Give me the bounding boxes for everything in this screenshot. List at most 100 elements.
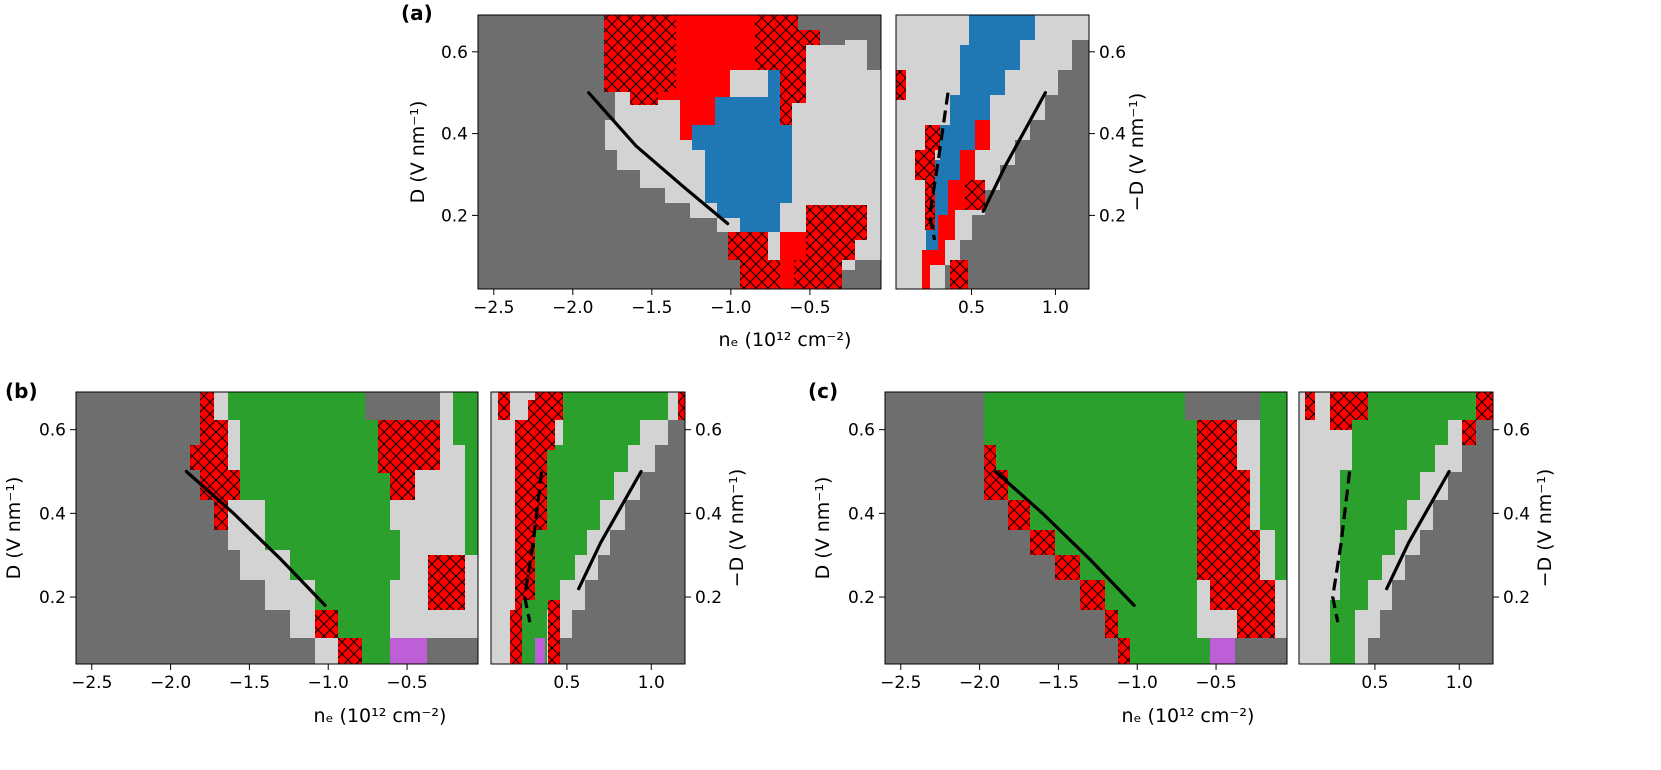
region-purple [1210, 638, 1235, 664]
panel-3-left-xtick-label: −1.0 [1117, 673, 1158, 693]
chart-overlay: −2.5 −2.0 −1.5 −1.0 −0.5 0.2 0.4 0.6 0.5 1.0 0.2 0.… [39, 43, 1530, 693]
panel-1-right-ytick-label: 0.2 [1099, 206, 1126, 226]
panel-c: (c) [808, 379, 1494, 665]
panel-3-right-xtick-label: 0.5 [1361, 673, 1388, 693]
panel-a-right-frame [895, 14, 1090, 290]
panel-3-left-xtick-label: −0.5 [1195, 673, 1236, 693]
panel-c-ylabel: D (V nm⁻¹) [812, 477, 834, 580]
panel-3-right-ytick-label: 0.2 [1503, 588, 1530, 608]
panel-1-right-xtick-label: 0.5 [958, 298, 985, 318]
panel-2-left-xtick-label: −1.0 [308, 673, 349, 693]
panel-3-right-solid-line [1385, 469, 1451, 591]
region-dark-gray [427, 638, 478, 664]
region-red-hatched [548, 600, 560, 664]
panel-2-left-ytick-label: 0.4 [39, 504, 66, 524]
panel-1-left-ytick-label: 0.4 [441, 125, 468, 145]
panel-2-left-solid-line [184, 469, 327, 607]
region-purple [535, 638, 545, 664]
panel-2-left-ytick-label: 0.6 [39, 421, 66, 441]
panel-2-left-xtick-label: −1.5 [229, 673, 270, 693]
panel-2-left-xtick-label: −2.0 [150, 673, 191, 693]
panel-1-left-xtick-label: −2.0 [552, 298, 593, 318]
panel-b-left-heatmap [76, 392, 478, 664]
panel-b-xlabel: nₑ (10¹² cm⁻²) [314, 705, 447, 727]
panel-2-right-solid-line [577, 469, 643, 591]
panel-a-left-heatmap [478, 15, 881, 289]
panel-a-right-heatmap [896, 15, 1089, 289]
region-red-hatched [728, 232, 780, 289]
panel-3-right-ytick-label: 0.4 [1503, 504, 1530, 524]
region-red-hatched [604, 15, 676, 105]
panel-3-right-ytick-label: 0.6 [1503, 421, 1530, 441]
region-red-hatched [678, 392, 685, 420]
panel-3-left-xtick-label: −2.0 [959, 673, 1000, 693]
panel-b-left-frame [75, 391, 479, 665]
panel-3-left-solid-line [993, 469, 1136, 607]
panel-c-left-heatmap [885, 392, 1287, 664]
region-red-hatched [915, 125, 940, 230]
panel-1-left-xtick-label: −2.5 [473, 298, 514, 318]
region-red-hatched [1197, 420, 1275, 638]
panel-1-left-ytick-label: 0.2 [441, 206, 468, 226]
region-red-hatched [950, 260, 968, 289]
region-green [1462, 392, 1476, 420]
region-green [984, 392, 1210, 664]
panel-1-left-xtick-label: −0.5 [789, 298, 830, 318]
panel-1-left-xtick-label: −1.5 [631, 298, 672, 318]
panel-1-right-dashed-line [927, 92, 950, 241]
region-red-hatched [1476, 392, 1493, 420]
panel-b: (b) [5, 379, 686, 665]
panel-b-ylabel: D (V nm⁻¹) [3, 477, 25, 580]
panel-3-right-xtick-label: 1.0 [1446, 673, 1473, 693]
region-green [453, 392, 478, 555]
panel-b-right-frame [490, 391, 686, 665]
panel-2-right-ytick-label: 0.2 [695, 588, 722, 608]
panel-a-ylabel-right: −D (V nm⁻¹) [1126, 93, 1148, 212]
panel-c-label: (c) [808, 379, 838, 403]
region-red-hatched [498, 392, 510, 420]
panel-1-left-xtick-label: −1.0 [710, 298, 751, 318]
panel-c-left-frame [884, 391, 1288, 665]
region-dark-gray [1235, 638, 1287, 664]
panel-b-label: (b) [5, 379, 38, 403]
panel-3-right-dashed-line [1331, 471, 1352, 623]
panel-3-left-ytick-label: 0.6 [848, 421, 875, 441]
region-green [1260, 392, 1287, 580]
panel-1-left-ytick-label: 0.6 [441, 43, 468, 63]
region-green [214, 392, 400, 664]
panel-a-xlabel: nₑ (10¹² cm⁻²) [719, 329, 852, 351]
region-red [658, 15, 755, 140]
panel-b-right-heatmap [491, 392, 685, 664]
region-blue [926, 15, 1035, 250]
panel-3-left-ytick-label: 0.4 [848, 504, 875, 524]
region-green [655, 392, 668, 420]
region-red-hatched [315, 610, 338, 638]
region-red-hatched [428, 555, 465, 610]
panel-2-right-xtick-label: 0.5 [553, 673, 580, 693]
region-red-hatched [1330, 392, 1368, 430]
region-red-hatched [1462, 420, 1476, 445]
region-red [780, 232, 806, 289]
region-red [922, 150, 975, 289]
region-red-hatched [190, 392, 240, 530]
region-red-hatched [896, 70, 906, 100]
region-dark-gray [842, 260, 881, 289]
panel-2-left-xtick-label: −2.5 [71, 673, 112, 693]
region-red-hatched [378, 420, 440, 500]
panel-1-right-xtick-label: 1.0 [1042, 298, 1069, 318]
panel-3-left-ytick-label: 0.2 [848, 588, 875, 608]
panel-2-left-ytick-label: 0.2 [39, 588, 66, 608]
panel-b-ylabel-right: −D (V nm⁻¹) [726, 469, 748, 588]
panel-2-right-xtick-label: 1.0 [638, 673, 665, 693]
panel-1-right-ytick-label: 0.6 [1099, 43, 1126, 63]
panel-2-right-dashed-line [523, 471, 544, 623]
panel-a: (a) [401, 1, 1090, 290]
region-red [975, 120, 990, 150]
panel-1-right-solid-line [981, 91, 1047, 213]
panel-c-ylabel-right: −D (V nm⁻¹) [1534, 469, 1556, 588]
panel-2-right-ytick-label: 0.6 [695, 421, 722, 441]
region-red-hatched [338, 638, 362, 664]
panel-1-left-solid-line [587, 91, 730, 226]
panel-1-right-ytick-label: 0.4 [1099, 125, 1126, 145]
